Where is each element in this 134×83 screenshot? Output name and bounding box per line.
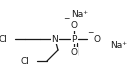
Text: N: N — [52, 35, 58, 43]
Text: Cl: Cl — [0, 35, 7, 43]
Text: O: O — [70, 48, 77, 57]
Text: O: O — [70, 21, 77, 30]
Text: Na⁺: Na⁺ — [72, 10, 88, 19]
Text: Na⁺: Na⁺ — [110, 41, 127, 49]
Text: −: − — [63, 15, 69, 23]
Text: O: O — [93, 35, 100, 43]
Text: P: P — [71, 35, 77, 43]
Text: Cl: Cl — [20, 57, 29, 65]
Text: −: − — [87, 28, 93, 38]
